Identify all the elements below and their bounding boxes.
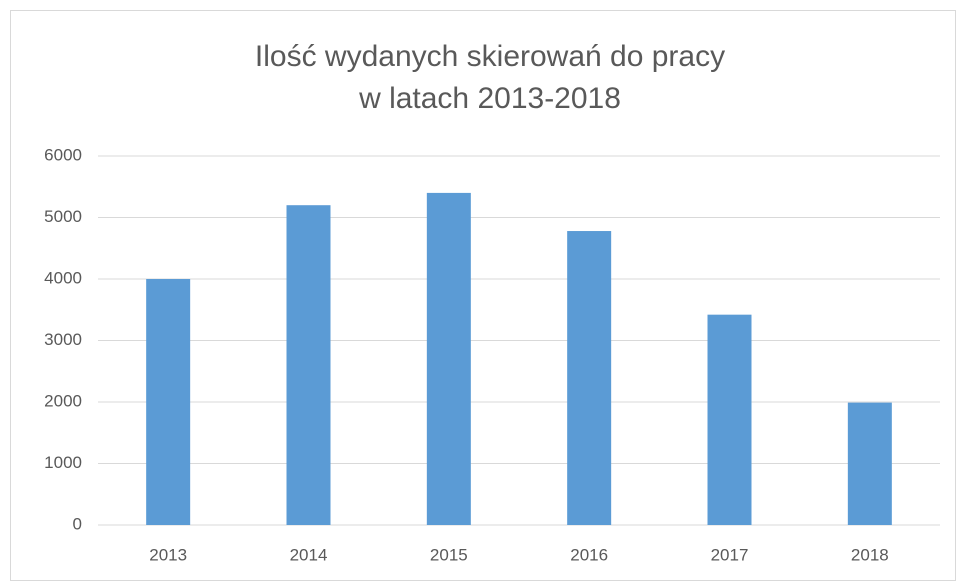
x-tick-label: 2015 (430, 545, 468, 564)
x-tick-label: 2018 (851, 545, 889, 564)
x-tick-label: 2016 (570, 545, 608, 564)
bar (707, 314, 752, 525)
bar (567, 231, 612, 525)
x-tick-label: 2014 (290, 545, 328, 564)
x-tick-label: 2017 (711, 545, 749, 564)
bar (146, 279, 191, 525)
y-tick-label: 6000 (44, 145, 82, 164)
y-tick-label: 1000 (44, 453, 82, 472)
y-tick-label: 0 (73, 514, 82, 533)
y-tick-label: 4000 (44, 268, 82, 287)
bar (426, 192, 471, 525)
y-tick-label: 2000 (44, 391, 82, 410)
chart-frame (10, 10, 956, 581)
chart-title: Ilość wydanych skierowań do pracy w lata… (254, 40, 726, 115)
bar (847, 402, 892, 525)
x-tick-label: 2013 (149, 545, 187, 564)
y-tick-label: 3000 (44, 330, 82, 349)
bar (286, 205, 331, 525)
y-tick-label: 5000 (44, 207, 82, 226)
